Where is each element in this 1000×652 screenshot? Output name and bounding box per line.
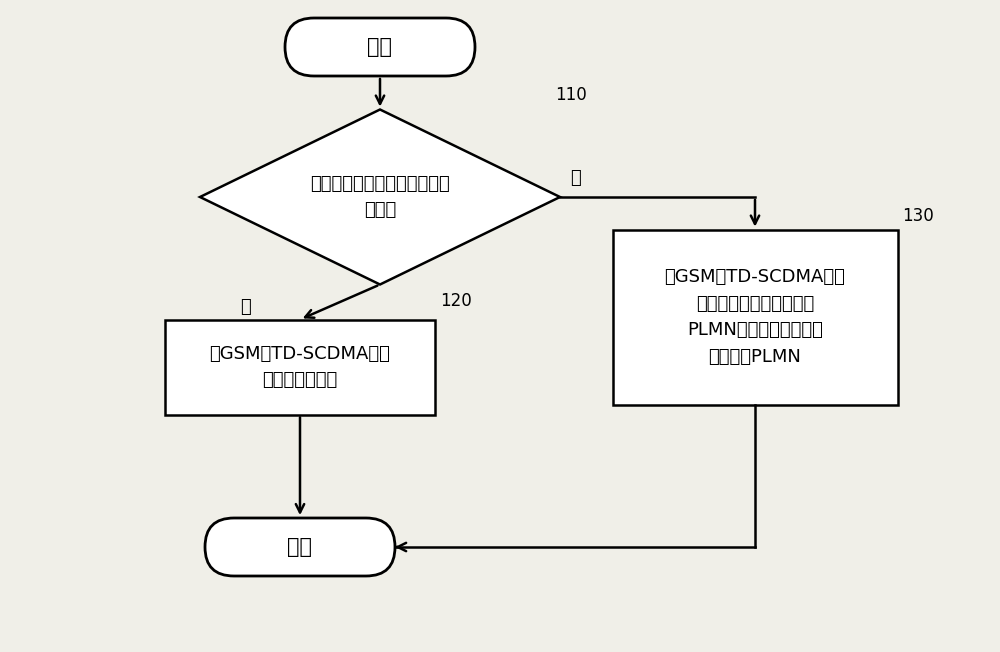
- FancyBboxPatch shape: [285, 18, 475, 76]
- Text: 是: 是: [240, 298, 250, 316]
- Text: 否: 否: [570, 169, 581, 187]
- Bar: [612, 230, 898, 404]
- Polygon shape: [200, 110, 560, 284]
- Text: 在GSM、TD-SCDMA下分
别搜索出含有小区覆盖的
PLMN列表，供用户选择
待接入的PLMN: 在GSM、TD-SCDMA下分 别搜索出含有小区覆盖的 PLMN列表，供用户选择…: [665, 269, 845, 366]
- Text: 在GSM、TD-SCDMA下并
行发起选网过程: 在GSM、TD-SCDMA下并 行发起选网过程: [210, 345, 390, 389]
- FancyBboxPatch shape: [205, 518, 395, 576]
- Text: 130: 130: [902, 207, 934, 224]
- Text: 开始: 开始: [368, 37, 392, 57]
- Text: 120: 120: [440, 293, 472, 310]
- Text: 是否为自动网络选择模式下的
选网？: 是否为自动网络选择模式下的 选网？: [310, 175, 450, 219]
- Bar: [165, 319, 435, 415]
- Text: 110: 110: [555, 87, 587, 104]
- Text: 结束: 结束: [288, 537, 312, 557]
